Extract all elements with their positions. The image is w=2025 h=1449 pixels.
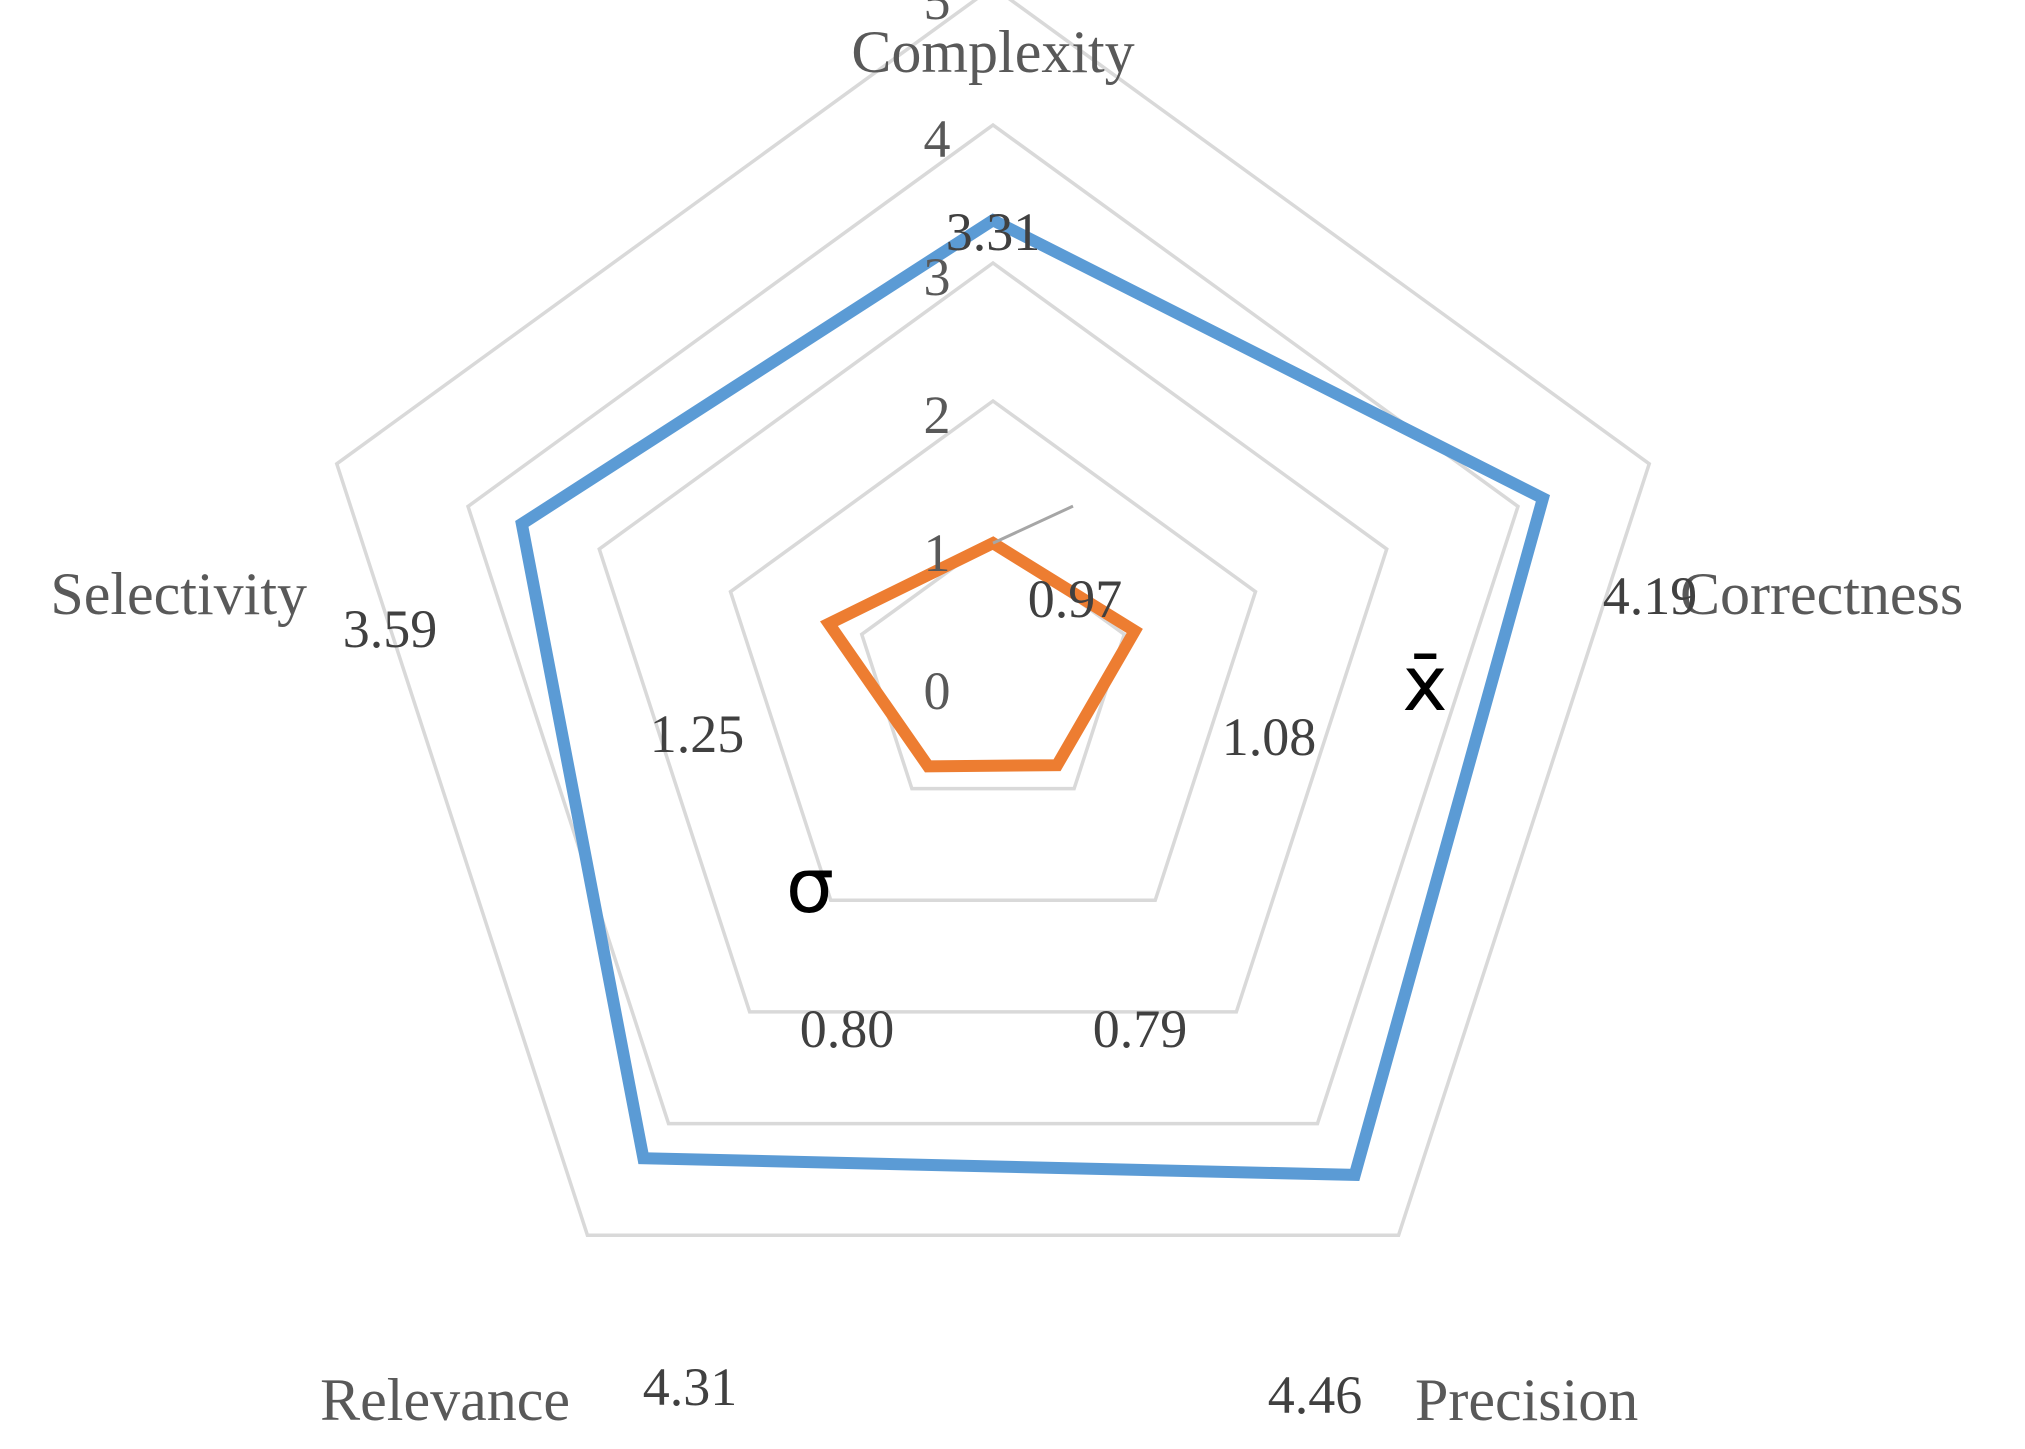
gridline-2 [728,398,1258,903]
tick-label-0: 0 [924,661,951,721]
tick-label-4: 4 [924,109,951,169]
data-label-std-precision: 0.79 [1093,999,1188,1059]
grid [334,0,1652,1237]
data-label-mean-precision: 4.46 [1268,1365,1363,1425]
data-label-mean-selectivity: 3.59 [343,599,438,659]
tick-label-1: 1 [924,523,951,583]
gridline-1 [859,536,1127,791]
tick-label-3: 3 [924,247,951,307]
label-leader-line [992,504,1074,545]
series-std-line [820,536,1143,773]
axis-label-complexity: Complexity [851,19,1134,85]
gridline-5 [334,0,1652,1237]
series-layer [515,213,1551,1182]
data-label-std-relevance: 0.80 [800,999,895,1059]
series-mean-line [515,213,1551,1182]
data-label-std-correctness: 1.08 [1222,707,1317,767]
axis-label-correctness: Correctness [1680,561,1963,627]
series-std-symbol: σ [786,841,834,930]
tick-label-2: 2 [924,385,951,445]
axis-label-relevance: Relevance [320,1367,570,1433]
data-label-mean-correctness: 4.19 [1603,566,1698,626]
data-label-mean-relevance: 4.31 [643,1357,738,1417]
axis-label-precision: Precision [1415,1367,1638,1433]
data-label-std-complexity: 0.97 [1028,569,1123,629]
gridline-3 [597,260,1389,1014]
tick-label-5: 5 [924,0,951,31]
data-labels: 3.31 4.19 4.46 4.31 3.59 0.97 1.08 0.79 0.80 1.25… [343,202,1698,1425]
tick-labels: 0 1 2 3 4 5 [924,0,951,721]
axis-labels: Complexity Correctness Precision Relevance S… [50,19,1963,1433]
series-mean-symbol: x̄ [1403,639,1448,728]
data-label-std-selectivity: 1.25 [650,704,745,764]
data-label-mean-complexity: 3.31 [946,202,1041,262]
axis-label-selectivity: Selectivity [50,561,307,627]
